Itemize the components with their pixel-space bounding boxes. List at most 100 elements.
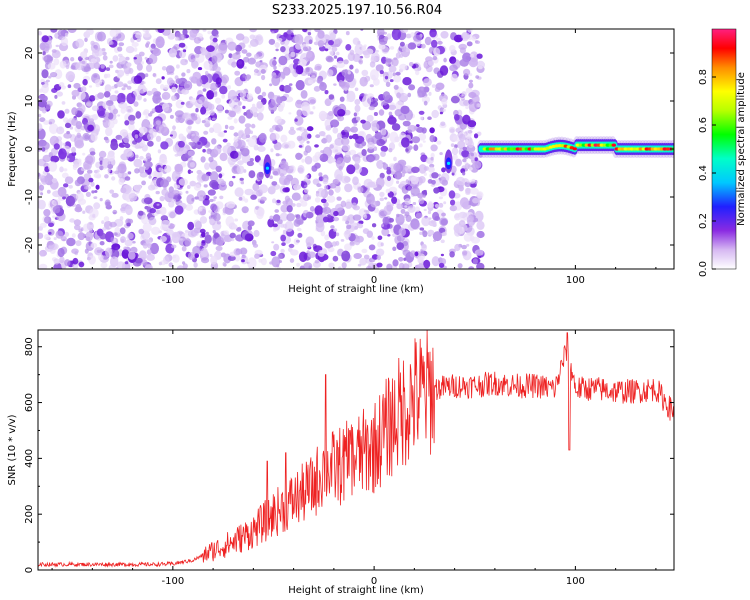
noise-cell [414,206,420,213]
noise-cell [365,48,374,55]
noise-cell [231,238,235,242]
noise-cell [374,131,383,140]
noise-cell [361,95,372,108]
noise-cell [152,48,161,56]
noise-cell [82,78,88,86]
noise-cell [450,73,458,82]
noise-cell [431,84,437,88]
noise-cell [175,176,179,179]
noise-cell [74,224,81,231]
noise-cell [449,56,457,64]
noise-cell [295,239,300,243]
noise-cell [108,64,114,69]
noise-cell [233,118,238,124]
noise-cell [144,161,153,168]
noise-cell [345,30,350,36]
noise-cell [204,162,210,170]
noise-cell [303,188,309,193]
noise-cell [359,257,367,266]
noise-cell [96,169,100,173]
noise-cell [440,31,449,39]
noise-cell [98,150,107,158]
noise-cell [324,241,333,249]
noise-cell [214,66,221,72]
noise-cell [271,31,275,34]
noise-cell [61,172,69,179]
noise-cell [238,115,246,124]
noise-cell [366,154,375,163]
noise-cell [116,81,124,88]
noise-cell [316,78,323,84]
noise-cell [301,105,311,117]
noise-cell [352,176,359,186]
noise-cell [325,125,332,131]
noise-cell [99,232,107,240]
noise-cell [407,145,413,150]
noise-cell [98,254,104,261]
noise-cell [221,74,230,84]
noise-cell [340,137,350,146]
noise-cell [172,125,176,130]
noise-cell [142,87,148,93]
noise-cell [77,232,85,241]
noise-cell [75,62,83,71]
noise-cell [376,262,383,268]
noise-cell [247,136,257,148]
noise-cell [260,257,267,266]
noise-cell [282,187,290,193]
noise-cell [152,170,158,178]
noise-cell [467,120,477,128]
noise-cell [366,114,374,122]
noise-cell [165,65,175,74]
noise-cell [244,75,250,81]
noise-cell [39,117,46,123]
noise-cell [75,38,85,48]
noise-cell [182,49,187,53]
noise-cell [126,92,136,105]
noise-cell [378,43,386,50]
noise-cell [95,184,100,190]
noise-cell [168,262,173,268]
noise-cell [385,188,391,194]
noise-cell [133,158,143,168]
noise-cell [383,36,389,42]
noise-cell [288,112,292,115]
noise-cell [469,73,473,77]
noise-cell [420,250,425,254]
noise-cell [46,172,51,176]
noise-cell [226,201,236,209]
noise-cell [256,112,264,121]
noise-cell [252,183,260,192]
noise-cell [59,166,64,173]
noise-cell [236,139,246,150]
noise-cell [222,261,227,267]
noise-cell [125,46,135,54]
noise-cell [382,216,390,225]
noise-cell [339,96,345,102]
noise-cell [276,264,280,268]
noise-cell [338,79,344,86]
noise-cell [439,111,443,115]
noise-cell [367,141,375,150]
noise-cell [389,79,394,83]
noise-cell [144,263,153,269]
noise-cell [47,62,56,70]
noise-cell [306,140,310,144]
noise-cell [454,243,461,252]
noise-cell [211,117,216,121]
noise-cell [249,29,257,33]
noise-cell [197,141,201,145]
noise-cell [386,58,392,63]
noise-cell [376,138,386,147]
noise-cell [326,195,336,203]
noise-cell [182,263,188,269]
noise-cell [296,109,303,117]
noise-cell [159,235,167,243]
noise-cell [45,79,50,83]
spectrogram-y-axis-label: Frequency (Hz) [7,111,18,187]
noise-cell [128,120,135,125]
noise-cell [402,48,407,53]
noise-cell [142,242,148,249]
noise-cell [198,207,203,212]
noise-cell [280,46,286,53]
